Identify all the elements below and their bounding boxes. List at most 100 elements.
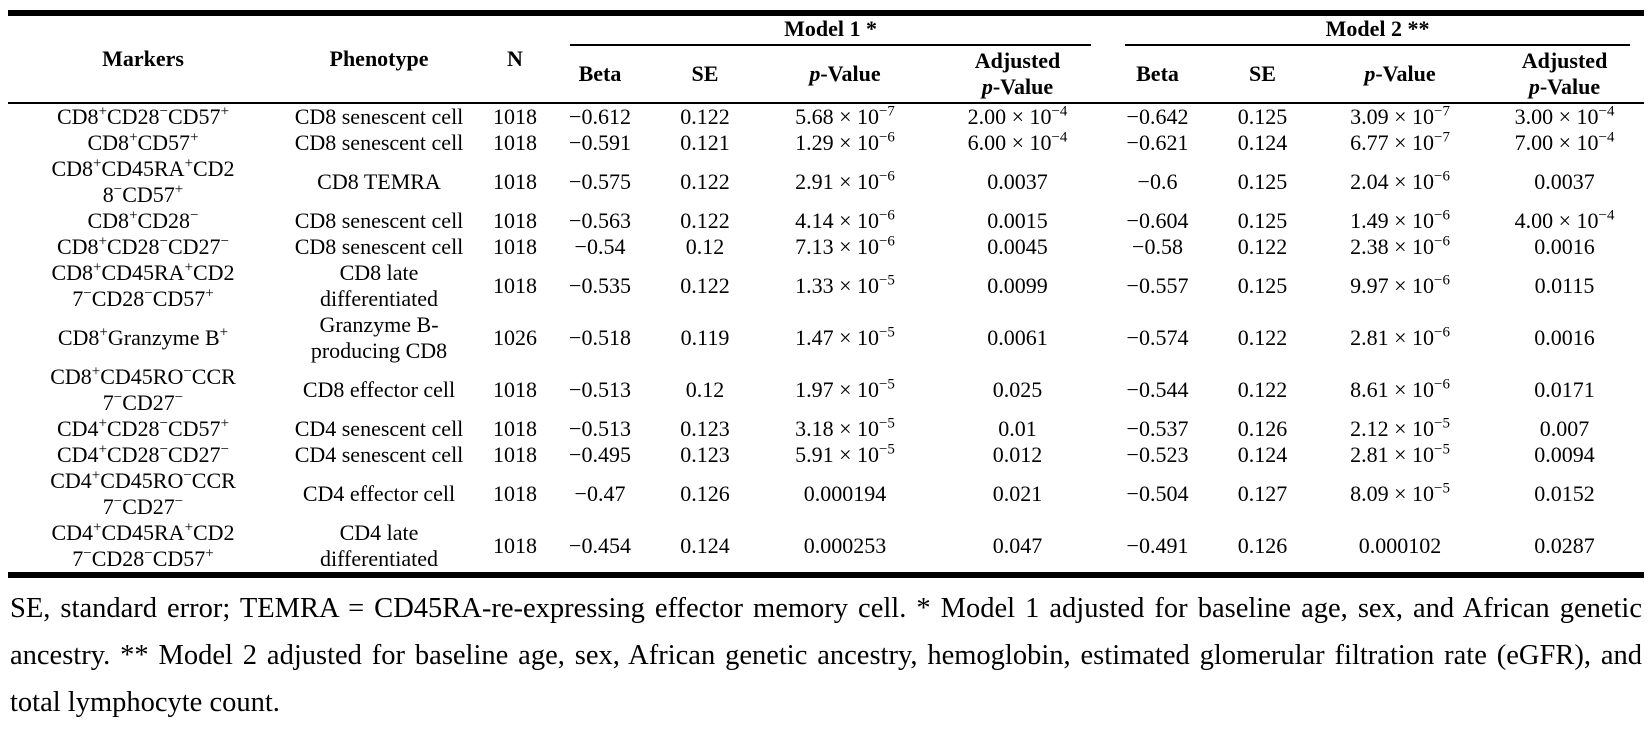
marker-cell: CD4+CD28−CD57+	[57, 416, 229, 441]
table-row: CD4+CD45RA+CD2 7−CD28−CD57+ CD4 late differ…	[8, 520, 1644, 575]
m1-p-value-cell: 0.000194	[803, 481, 887, 506]
table-row: CD8+CD28−CD57+ CD8 senescent cell 1018 −0.6…	[8, 103, 1644, 130]
marker-cell: CD8+CD57+	[87, 130, 199, 155]
m2-beta-cell: −0.642	[1126, 104, 1189, 129]
m2-se-cell: 0.126	[1237, 416, 1288, 441]
phenotype-cell: CD8 senescent cell	[294, 104, 464, 129]
m2-se-cell: 0.122	[1237, 234, 1288, 259]
m1-adjusted-p-value-cell: 0.0015	[987, 208, 1048, 233]
m1-se-cell: 0.122	[680, 273, 730, 298]
n-cell: 1018	[493, 130, 537, 155]
m2-adjusted-p-value-cell: 0.0115	[1534, 273, 1595, 298]
m2-se-cell: 0.122	[1237, 377, 1288, 402]
m2-beta-cell: −0.491	[1126, 533, 1189, 558]
m1-se-cell: 0.12	[685, 234, 725, 259]
n-cell: 1018	[493, 234, 537, 259]
n-cell: 1018	[493, 442, 537, 467]
n-cell: 1018	[493, 104, 537, 129]
m2-se-cell: 0.124	[1237, 130, 1288, 155]
m1-se-cell: 0.122	[680, 104, 730, 129]
marker-cell: CD8+CD45RO−CCR 7−CD27−	[50, 364, 236, 415]
m2-adjusted-p-value-cell: 0.0016	[1534, 234, 1595, 259]
m1-beta-cell: −0.518	[569, 325, 631, 350]
m1-se-cell: 0.12	[685, 377, 725, 402]
m1-adjusted-p-value-cell: 0.021	[992, 481, 1043, 506]
m1-adjusted-p-value-cell: 0.012	[992, 442, 1043, 467]
table-footnote: SE, standard error; TEMRA = CD45RA-re-ex…	[10, 593, 1642, 718]
phenotype-column-header: Phenotype	[278, 13, 480, 104]
m2-adjusted-p-value-cell: 3.00 × 10−4	[1514, 103, 1615, 129]
m1-se-cell: 0.122	[680, 208, 730, 233]
phenotype-cell: CD8 senescent cell	[294, 130, 464, 155]
m1-beta-cell: −0.54	[574, 234, 626, 259]
m2-se-cell: 0.125	[1237, 104, 1288, 129]
marker-cell: CD4+CD28−CD27−	[57, 442, 229, 467]
m1-se-column-header: SE	[650, 46, 760, 104]
n-cell: 1018	[493, 273, 537, 298]
m2-p-value-cell: 3.09 × 10−7	[1350, 103, 1450, 129]
m2-beta-column-header: Beta	[1105, 46, 1211, 104]
model1-group-label: Model 1 *	[570, 16, 1092, 46]
m1-p-value-cell: 1.97 × 10−5	[795, 376, 895, 402]
m1-adjusted-p-value-cell: 0.025	[992, 377, 1043, 402]
m2-adjusted-p-value-cell: 0.0171	[1534, 377, 1595, 402]
m1-p-value-cell: 7.13 × 10−6	[795, 234, 895, 259]
n-column-header: N	[480, 13, 550, 104]
m2-beta-cell: −0.544	[1126, 377, 1189, 402]
m2-beta-cell: −0.523	[1126, 442, 1189, 467]
m1-se-cell: 0.126	[680, 481, 730, 506]
m1-se-cell: 0.122	[680, 169, 730, 194]
m1-adjusted-p-value-cell: 6.00 × 10−4	[967, 130, 1068, 155]
m2-adjusted-p-value-cell: 4.00 × 10−4	[1514, 208, 1615, 233]
marker-cell: CD8+CD28−CD27−	[57, 234, 229, 259]
m2-adjusted-p-value-cell: 0.007	[1539, 416, 1590, 441]
m2-p-value-cell: 1.49 × 10−6	[1350, 208, 1450, 233]
m2-beta-cell: −0.557	[1126, 273, 1189, 298]
m1-p-value-cell: 1.33 × 10−5	[795, 272, 895, 298]
m1-p-value-cell: 1.47 × 10−5	[795, 324, 895, 350]
model1-group-header: Model 1 *	[550, 13, 1105, 46]
m2-beta-cell: −0.537	[1126, 416, 1189, 441]
phenotype-cell: CD8 senescent cell	[294, 208, 464, 233]
table-row: CD8+CD45RO−CCR 7−CD27− CD8 effector cell 10…	[8, 364, 1644, 416]
table-row: CD8+CD57+ CD8 senescent cell 1018 −0.591 0.1…	[8, 130, 1644, 156]
table-row: CD4+CD28−CD57+ CD4 senescent cell 1018 −0.5…	[8, 416, 1644, 442]
m1-p-value-cell: 4.14 × 10−6	[795, 208, 895, 233]
n-cell: 1018	[493, 481, 537, 506]
m2-se-cell: 0.122	[1237, 325, 1288, 350]
model2-group-header: Model 2 **	[1105, 13, 1644, 46]
table-row: CD8+CD28−CD27− CD8 senescent cell 1018 −0.5…	[8, 234, 1644, 260]
m2-se-cell: 0.125	[1237, 273, 1288, 298]
table-row: CD4+CD45RO−CCR 7−CD27− CD4 effector cell 10…	[8, 468, 1644, 520]
phenotype-cell: Granzyme B-producing CD8	[310, 312, 448, 363]
marker-cell: CD8+CD28−	[87, 208, 199, 233]
phenotype-cell: CD8 effector cell	[302, 377, 456, 402]
marker-cell: CD8+Granzyme B+	[57, 324, 229, 350]
m2-p-value-cell: 2.38 × 10−6	[1350, 234, 1450, 259]
m1-p-value-cell: 0.000253	[803, 533, 887, 558]
m2-p-value-cell: 2.81 × 10−5	[1350, 442, 1450, 467]
m2-adjusted-p-value-cell: 0.0037	[1534, 169, 1595, 194]
results-table: Markers Phenotype N Model 1 * Model 2 **…	[8, 10, 1645, 578]
results-table-body: CD8+CD28−CD57+ CD8 senescent cell 1018 −0.6…	[8, 103, 1644, 575]
m1-beta-cell: −0.495	[569, 442, 631, 467]
m2-adjusted-p-value-cell: 0.0152	[1534, 481, 1595, 506]
marker-cell: CD8+CD28−CD57+	[57, 103, 229, 129]
phenotype-cell: CD4 senescent cell	[294, 416, 464, 441]
phenotype-cell: CD4 effector cell	[302, 481, 456, 506]
m2-adjusted-p-value-cell: 0.0287	[1534, 533, 1595, 558]
m2-se-column-header: SE	[1210, 46, 1316, 104]
m1-adjusted-p-value-column-header: Adjusted p-Value	[930, 46, 1106, 104]
table-row: CD4+CD28−CD27− CD4 senescent cell 1018 −0.4…	[8, 442, 1644, 468]
m1-se-cell: 0.121	[680, 130, 730, 155]
phenotype-cell: CD8 TEMRA	[317, 169, 441, 194]
m2-se-cell: 0.127	[1237, 481, 1288, 506]
phenotype-cell: CD4 late differentiated	[319, 520, 439, 571]
m2-p-value-cell: 8.09 × 10−5	[1350, 480, 1450, 506]
m1-adjusted-p-value-cell: 0.0045	[987, 234, 1048, 259]
m2-beta-cell: −0.621	[1126, 130, 1189, 155]
m1-se-cell: 0.119	[680, 325, 730, 350]
m1-adjusted-p-value-cell: 0.0037	[987, 169, 1048, 194]
phenotype-cell: CD8 senescent cell	[294, 234, 464, 259]
m2-p-value-cell: 2.81 × 10−6	[1350, 324, 1450, 350]
